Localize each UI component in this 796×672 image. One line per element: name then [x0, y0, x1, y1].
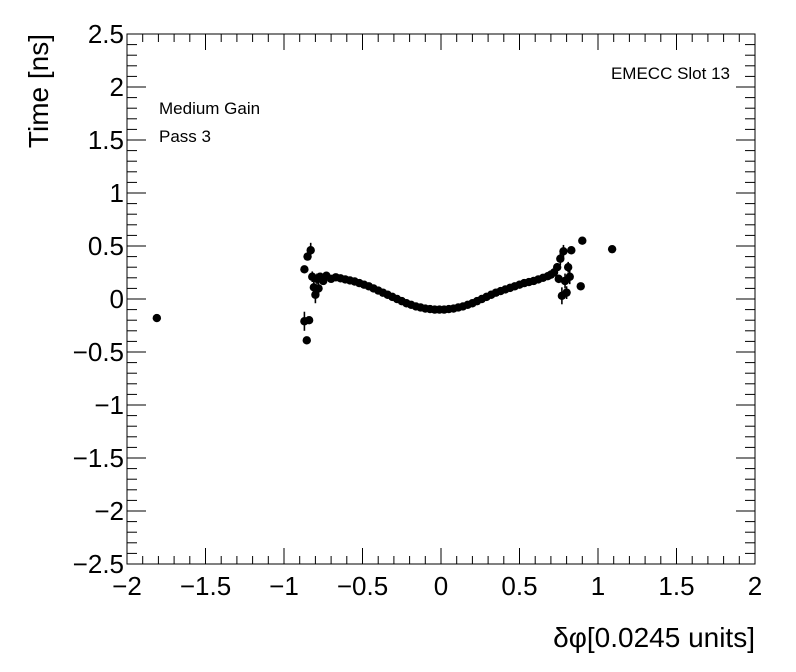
y-axis-title: Time [ns] — [23, 34, 54, 148]
data-point — [576, 282, 585, 291]
x-tick-labels: −2 −1.5 −1 −0.5 0 0.5 1 1.5 2 — [112, 571, 762, 601]
data-point — [300, 265, 309, 274]
x-tick-label: −1 — [269, 571, 299, 601]
y-tick-label: 2 — [110, 72, 124, 102]
annotation-pass: Pass 3 — [159, 127, 211, 146]
x-tick-label: 0.5 — [501, 571, 537, 601]
x-tick-label: 2 — [748, 571, 762, 601]
y-tick-label: 1.5 — [88, 125, 124, 155]
y-tick-label: −1 — [94, 390, 124, 420]
data-point — [152, 313, 162, 323]
y-tick-labels: 2.5 2 1.5 1 0.5 0 −0.5 −1 −1.5 −2 −2.5 — [73, 19, 124, 579]
y-tick-label: 0 — [110, 284, 124, 314]
y-tick-label: 1 — [110, 178, 124, 208]
y-tick-label: 2.5 — [88, 19, 124, 49]
x-tick-label: −0.5 — [337, 571, 388, 601]
y-tick-label: −1.5 — [73, 443, 124, 473]
y-tick-label: −2 — [94, 496, 124, 526]
data-point — [559, 247, 568, 256]
data-point — [552, 263, 562, 272]
x-tick-label: −1.5 — [180, 571, 231, 601]
data-point — [563, 263, 573, 272]
data-point — [311, 290, 320, 299]
data-point — [303, 252, 312, 261]
y-tick-label: −0.5 — [73, 337, 124, 367]
data-point — [306, 246, 315, 255]
x-tick-label: −2 — [112, 571, 142, 601]
x-tick-label: 1 — [591, 571, 605, 601]
data-point — [565, 272, 574, 281]
annotation-gain: Medium Gain — [159, 99, 260, 118]
data-point — [302, 336, 311, 345]
axis-ticks — [126, 33, 756, 565]
data-points — [152, 236, 617, 345]
data-point — [556, 254, 565, 263]
data-point — [314, 284, 323, 293]
data-point — [562, 288, 571, 297]
x-tick-label: 1.5 — [658, 571, 694, 601]
data-point — [304, 316, 314, 325]
x-axis-title: δφ[0.0245 units] — [553, 622, 755, 653]
x-tick-label: 0 — [434, 571, 448, 601]
annotation-detector: EMECC Slot 13 — [611, 64, 730, 83]
data-point — [567, 246, 576, 255]
data-point — [607, 244, 617, 254]
y-tick-label: −2.5 — [73, 549, 124, 579]
data-point — [578, 236, 587, 245]
y-tick-label: 0.5 — [88, 231, 124, 261]
